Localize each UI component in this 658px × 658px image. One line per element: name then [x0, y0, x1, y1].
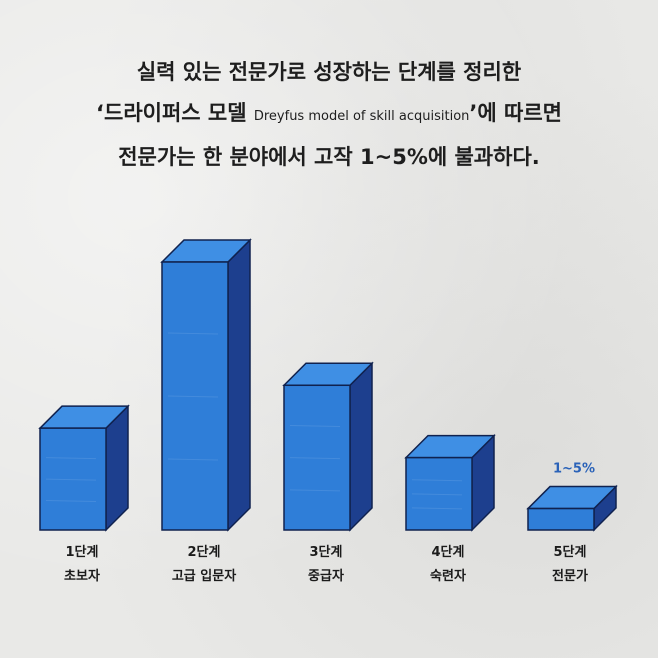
- bar-1: [38, 404, 130, 532]
- data-label-5: 1~5%: [553, 462, 595, 477]
- bar-3: [282, 361, 374, 532]
- category-label-4-line-2: 숙련자: [430, 568, 466, 584]
- bar-4-texture-line: [411, 493, 463, 496]
- bar-4: [404, 433, 496, 532]
- bar-2: [160, 238, 252, 532]
- bar-1-texture-line: [45, 457, 97, 460]
- category-label-3-line-2: 중급자: [308, 569, 344, 584]
- bar-3-texture-line: [289, 457, 341, 460]
- bar-2-side-face: [227, 238, 251, 532]
- category-label-2-line-2: 고급 입문자: [172, 569, 236, 584]
- category-label-5-line-2: 전문가: [552, 568, 588, 584]
- headline-line-2-pre: ‘드라이퍼스 모델: [96, 101, 254, 125]
- bar-1-front-face: [39, 427, 107, 531]
- bar-4-front-face: [405, 456, 473, 531]
- category-label-2-line-1: 2단계: [188, 544, 221, 560]
- category-label-1-line-1: 1단계: [66, 544, 99, 560]
- bar-3-side-face: [349, 361, 373, 532]
- bar-5-front-face: [527, 507, 595, 531]
- category-label-5-line-1: 5단계: [554, 544, 587, 560]
- bar-1-texture-line: [45, 500, 97, 503]
- bar-4-texture-line: [411, 479, 463, 482]
- bar-1-texture-line: [45, 478, 97, 481]
- headline-line-3: 전문가는 한 분야에서 고작 1~5%에 불과하다.: [118, 145, 540, 169]
- bar-3-texture-line: [289, 424, 341, 427]
- bar-3-front-face: [283, 384, 351, 531]
- headline: 실력 있는 전문가로 성장하는 단계를 정리한 ‘드라이퍼스 모델 Dreyfu…: [0, 52, 658, 178]
- bar-2-texture-line: [167, 458, 219, 461]
- headline-line-2: ‘드라이퍼스 모델 Dreyfus model of skill acquisi…: [0, 93, 658, 137]
- bar-5: [526, 484, 618, 532]
- bar-2-texture-line: [167, 332, 219, 335]
- bar-2-texture-line: [167, 395, 219, 398]
- bar-3-texture-line: [289, 489, 341, 492]
- bar-2-front-face: [161, 261, 229, 531]
- category-label-1-line-2: 초보자: [64, 569, 100, 584]
- headline-line-1: 실력 있는 전문가로 성장하는 단계를 정리한: [136, 60, 522, 84]
- category-label-4-line-1: 4단계: [432, 544, 465, 560]
- bar-4-texture-line: [411, 507, 463, 510]
- category-label-3-line-1: 3단계: [310, 544, 343, 560]
- headline-line-2-english: Dreyfus model of skill acquisition: [253, 109, 470, 124]
- headline-line-2-post: ’에 따르면: [469, 101, 562, 125]
